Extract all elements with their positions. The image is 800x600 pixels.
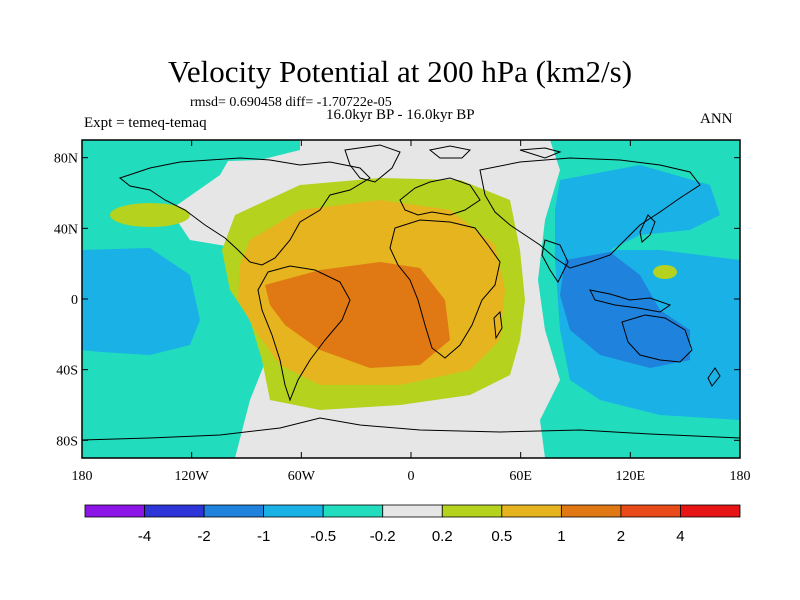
x-axis-ticks: 180 120W 60W 0 60E 120E 180: [72, 140, 751, 484]
contour-arctic-weak: [82, 140, 300, 162]
contour-indopac-strong: [560, 252, 690, 368]
x-tick-label: 0: [408, 469, 415, 484]
contour-arctic-east: [560, 140, 740, 165]
y-axis-ticks: 80N 40N 0 40S 80S: [54, 152, 740, 449]
y-tick-label: 0: [71, 293, 78, 308]
coast-asia: [479, 157, 701, 269]
stats-label: rmsd= 0.690458 diff= -1.70722e-05: [190, 95, 392, 110]
colorbar-swatch: [501, 504, 562, 518]
contour-wpac-blob: [653, 265, 677, 279]
coast-africa: [389, 219, 501, 359]
y-tick-label: 80S: [56, 434, 78, 449]
contour-atlantic-strong: [265, 262, 450, 368]
colorbar-label: 0.5: [491, 528, 512, 545]
coast-indonesia: [589, 289, 672, 313]
season-label: ANN: [700, 111, 733, 127]
colorbar-swatch: [680, 504, 741, 518]
colorbar-swatch: [441, 504, 503, 518]
y-tick-label: 80N: [54, 152, 78, 167]
coast-north-america: [118, 157, 371, 266]
colorbar-swatch: [263, 504, 324, 518]
colorbar-label: 4: [676, 528, 684, 545]
coast-japan: [639, 214, 656, 243]
colorbar-swatch: [322, 504, 384, 518]
x-tick-label: 60E: [509, 469, 532, 484]
x-tick-label: 120W: [175, 469, 210, 484]
y-tick-label: 40N: [54, 222, 78, 237]
colorbar-label: -0.5: [310, 528, 336, 545]
coast-india: [541, 239, 569, 283]
colorbar-label: -0.2: [370, 528, 396, 545]
coast-madagascar: [493, 310, 503, 340]
colorbar-label: 0.2: [432, 528, 453, 545]
colorbar-label: 1: [557, 528, 565, 545]
coast-arctic-islands: [428, 145, 472, 159]
coast-south-america: [257, 265, 351, 402]
x-tick-label: 120E: [616, 469, 646, 484]
x-tick-label: 180: [730, 469, 751, 484]
x-tick-label: 180: [72, 469, 93, 484]
colorbar-swatch: [203, 504, 265, 518]
contour-pacific-mid: [82, 248, 200, 355]
colorbar-label: -1: [257, 528, 270, 545]
experiment-label: Expt = temeq-temaq: [84, 115, 207, 131]
x-tick-label: 60W: [288, 469, 316, 484]
colorbar-swatch: [620, 504, 681, 518]
period-label: 16.0kyr BP - 16.0kyr BP: [326, 107, 475, 123]
plot-title: Velocity Potential at 200 hPa (km2/s): [167, 54, 633, 89]
colorbar-swatch: [84, 504, 145, 518]
coast-australia: [621, 314, 693, 363]
coast-new-zealand: [707, 367, 721, 387]
colorbar: -4 -2 -1 -0.5 -0.2 0.2 0.5 1 2 4: [84, 504, 741, 545]
colorbar-label: -2: [197, 528, 210, 545]
colorbar-swatch: [144, 504, 205, 518]
coast-europe: [399, 177, 481, 216]
colorbar-label: 2: [617, 528, 625, 545]
coast-antarctica: [82, 417, 740, 441]
colorbar-swatch: [382, 504, 443, 518]
colorbar-label: -4: [138, 528, 151, 545]
colorbar-swatch: [560, 504, 622, 518]
coast-greenland: [344, 144, 401, 183]
coastlines: [82, 144, 740, 441]
coast-arctic-islands-2: [519, 147, 562, 159]
y-tick-label: 40S: [56, 364, 78, 379]
contour-npac-blob: [110, 203, 190, 227]
